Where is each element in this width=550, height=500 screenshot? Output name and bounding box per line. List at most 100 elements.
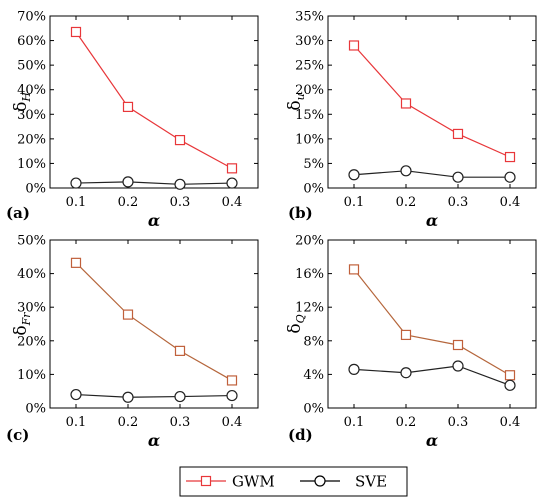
- plot-frame: [49, 239, 259, 409]
- y-tick-label: 5%: [303, 157, 324, 172]
- series-line-gwm: [353, 269, 511, 376]
- panel-a: 0% 10% 20% 30% 40% 50% 60% 70% 0.1 0.2 0.3 0.4 α δH (a…: [6, 10, 259, 230]
- legend-marker-sve: [314, 475, 326, 487]
- panel-label: (b): [288, 204, 313, 222]
- data-point-gwm: [452, 128, 464, 140]
- series-line-gwm: [353, 45, 511, 158]
- y-tick-label: 35%: [295, 10, 324, 25]
- x-tick-label: 0.2: [118, 415, 139, 430]
- series-line-gwm: [75, 262, 233, 381]
- legend-box: [179, 466, 408, 497]
- data-point-gwm: [70, 257, 82, 268]
- x-tick-label: 0.1: [344, 415, 365, 430]
- data-point-gwm: [226, 163, 238, 174]
- data-point-sve: [400, 367, 412, 379]
- data-point-sve: [452, 171, 464, 183]
- data-point-gwm: [400, 98, 412, 109]
- plot-frame: [49, 15, 259, 189]
- data-point-gwm: [452, 339, 464, 351]
- x-axis-label: α: [426, 211, 438, 230]
- y-tick-label: 20%: [295, 234, 324, 249]
- y-axis-label: δQ: [285, 314, 307, 333]
- y-axis-label: δH: [11, 92, 33, 112]
- y-tick-label: 0%: [303, 402, 324, 417]
- x-tick-label: 0.3: [170, 415, 191, 430]
- x-axis-label: α: [426, 431, 438, 450]
- data-point-sve: [504, 379, 516, 391]
- y-tick-label: 20%: [17, 132, 46, 147]
- x-axis-label: α: [148, 431, 160, 450]
- x-tick-label: 0.2: [118, 195, 139, 210]
- y-tick-label: 10%: [295, 132, 324, 147]
- data-point-sve: [504, 171, 516, 183]
- y-tick-label: 60%: [17, 34, 46, 49]
- panel-label: (d): [288, 426, 313, 444]
- x-tick-label: 0.4: [500, 415, 521, 430]
- y-tick-label: 40%: [17, 83, 46, 98]
- y-axis-label: δu: [285, 93, 307, 110]
- panel-label: (a): [6, 204, 30, 222]
- y-tick-label: 20%: [17, 334, 46, 349]
- data-point-sve: [226, 389, 238, 402]
- data-point-sve: [400, 165, 412, 177]
- y-tick-label: 20%: [295, 83, 324, 98]
- data-point-gwm: [122, 101, 134, 113]
- data-point-sve: [174, 178, 186, 190]
- y-tick-label: 30%: [17, 108, 46, 123]
- legend: GWM SVE: [179, 466, 408, 497]
- y-tick-label: 12%: [295, 301, 324, 316]
- x-tick-label: 0.1: [66, 195, 87, 210]
- x-tick-label: 0.3: [448, 195, 469, 210]
- series-line-gwm: [75, 31, 233, 169]
- data-point-gwm: [70, 26, 82, 38]
- x-tick-label: 0.2: [396, 415, 417, 430]
- panel-label: (c): [6, 426, 29, 444]
- legend-marker-gwm: [200, 475, 212, 487]
- x-tick-label: 0.4: [222, 195, 243, 210]
- x-tick-label: 0.3: [448, 415, 469, 430]
- y-tick-label: 50%: [17, 234, 46, 249]
- series-line-sve: [353, 365, 511, 386]
- y-axis-label: δFr: [11, 312, 33, 336]
- data-point-sve: [122, 391, 134, 403]
- data-point-gwm: [174, 345, 186, 356]
- y-tick-label: 8%: [303, 334, 324, 349]
- plot-frame: [327, 15, 537, 189]
- y-tick-label: 70%: [17, 10, 46, 25]
- x-tick-label: 0.3: [170, 195, 191, 210]
- series-line-sve: [75, 181, 233, 185]
- y-tick-label: 0%: [25, 402, 46, 417]
- data-point-sve: [174, 390, 186, 403]
- data-point-sve: [348, 363, 360, 375]
- data-point-sve: [122, 176, 134, 188]
- legend-label-sve: SVE: [355, 473, 387, 491]
- data-point-sve: [226, 177, 238, 189]
- data-point-sve: [70, 177, 82, 189]
- x-axis-label: α: [148, 211, 160, 230]
- legend-label-gwm: GWM: [232, 473, 275, 491]
- x-tick-label: 0.4: [500, 195, 521, 210]
- y-tick-label: 30%: [17, 301, 46, 316]
- data-point-gwm: [348, 40, 360, 51]
- x-tick-label: 0.1: [344, 195, 365, 210]
- y-tick-label: 30%: [295, 34, 324, 49]
- panel-d: 0% 4% 8% 12% 16% 20% 0.1 0.2 0.3 0.4 α δQ (d): [285, 234, 537, 450]
- y-tick-label: 25%: [295, 59, 324, 74]
- data-point-gwm: [504, 151, 516, 163]
- y-tick-label: 0%: [25, 182, 46, 197]
- data-point-gwm: [122, 309, 134, 320]
- data-point-gwm: [174, 134, 186, 146]
- x-tick-label: 0.4: [222, 415, 243, 430]
- series-line-sve: [353, 170, 510, 178]
- x-tick-label: 0.2: [396, 195, 417, 210]
- data-point-sve: [70, 388, 82, 401]
- data-point-gwm: [400, 329, 412, 341]
- y-tick-label: 10%: [17, 368, 46, 383]
- panel-b: 0% 5% 10% 15% 20% 25% 30% 35% 0.1 0.2 0.3 0.4 α δu (b): [285, 10, 537, 230]
- y-tick-label: 10%: [17, 157, 46, 172]
- y-tick-label: 15%: [295, 108, 324, 123]
- y-tick-label: 16%: [295, 267, 324, 282]
- y-tick-label: 50%: [17, 59, 46, 74]
- panel-c: 0% 10% 20% 30% 40% 50% 0.1 0.2 0.3 0.4 α δFr (c): [6, 234, 259, 450]
